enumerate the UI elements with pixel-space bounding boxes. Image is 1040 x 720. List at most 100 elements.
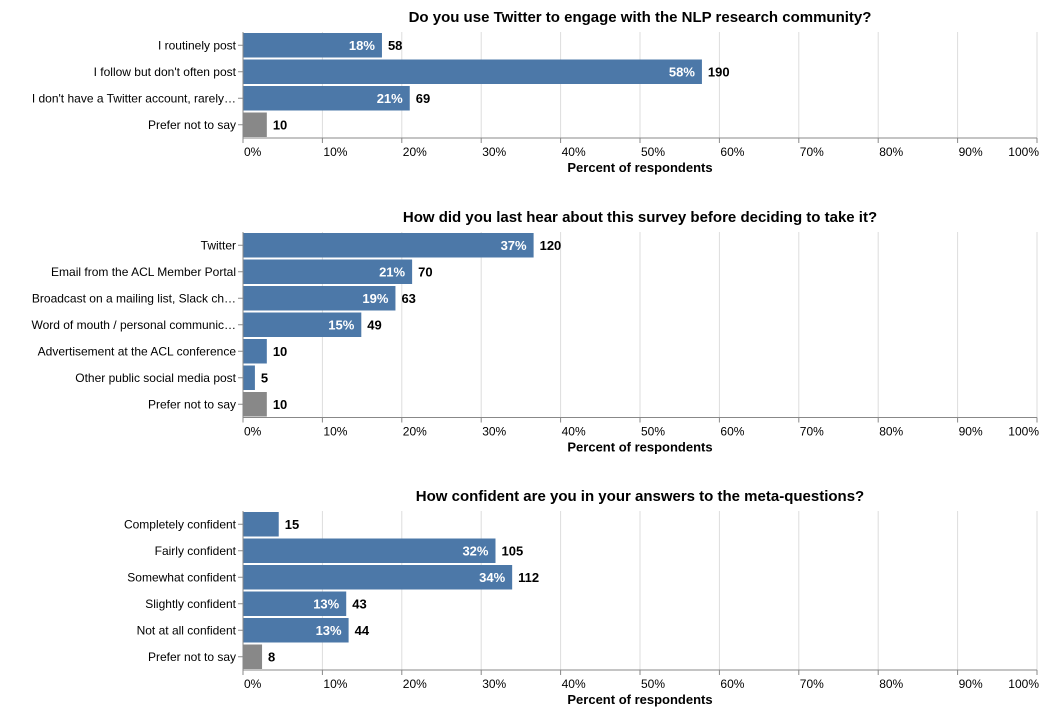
bar <box>243 591 347 616</box>
x-tick-label: 0% <box>244 145 262 159</box>
x-tick-label: 80% <box>879 145 903 159</box>
x-tick-label: 20% <box>403 677 427 691</box>
x-tick-label: 30% <box>482 677 506 691</box>
category-label: Advertisement at the ACL conference <box>38 344 237 358</box>
x-tick-label: 0% <box>244 677 262 691</box>
bar <box>243 33 382 58</box>
category-label: Slightly confident <box>145 597 236 611</box>
percent-label: 19% <box>362 291 388 306</box>
count-label: 69 <box>416 91 430 106</box>
x-tick-label: 40% <box>562 425 586 439</box>
bar <box>243 538 496 563</box>
bar <box>243 644 263 669</box>
x-tick-label: 100% <box>1008 425 1039 439</box>
x-tick-label: 100% <box>1008 677 1039 691</box>
bar <box>243 233 534 258</box>
x-tick-label: 50% <box>641 145 665 159</box>
category-label: I follow but don't often post <box>94 65 237 79</box>
count-label: 44 <box>355 623 370 638</box>
category-label: I routinely post <box>158 38 237 52</box>
count-label: 10 <box>273 397 287 412</box>
x-tick-label: 30% <box>482 145 506 159</box>
bar <box>243 339 267 364</box>
x-tick-label: 90% <box>959 145 983 159</box>
x-tick-label: 60% <box>720 425 744 439</box>
bar <box>243 112 267 137</box>
category-label: Completely confident <box>124 517 237 531</box>
count-label: 8 <box>268 649 275 664</box>
bar <box>243 618 349 643</box>
x-tick-label: 0% <box>244 425 262 439</box>
x-tick-label: 70% <box>800 677 824 691</box>
x-tick-label: 50% <box>641 677 665 691</box>
category-label: Email from the ACL Member Portal <box>51 265 236 279</box>
chart-2: How did you last hear about this survey … <box>31 209 1039 455</box>
chart-3: How confident are you in your answers to… <box>124 488 1039 707</box>
x-tick-label: 40% <box>562 145 586 159</box>
bar <box>243 59 702 84</box>
x-tick-label: 40% <box>562 677 586 691</box>
count-label: 10 <box>273 117 287 132</box>
x-tick-label: 70% <box>800 425 824 439</box>
percent-label: 21% <box>377 91 403 106</box>
x-tick-label: 80% <box>879 425 903 439</box>
x-tick-label: 10% <box>323 425 347 439</box>
x-tick-label: 90% <box>959 677 983 691</box>
category-label: Fairly confident <box>155 544 237 558</box>
count-label: 49 <box>367 317 381 332</box>
chart-title: How confident are you in your answers to… <box>416 488 864 505</box>
category-label: I don't have a Twitter account, rarely… <box>32 91 236 105</box>
bar <box>243 312 362 337</box>
percent-label: 18% <box>349 38 375 53</box>
x-tick-label: 80% <box>879 677 903 691</box>
category-label: Twitter <box>201 238 236 252</box>
count-label: 15 <box>285 517 299 532</box>
chart-1: Do you use Twitter to engage with the NL… <box>32 9 1039 175</box>
x-axis-title: Percent of respondents <box>567 160 712 175</box>
category-label: Broadcast on a mailing list, Slack ch… <box>32 291 236 305</box>
x-tick-label: 20% <box>403 425 427 439</box>
percent-label: 34% <box>479 570 505 585</box>
count-label: 112 <box>518 570 539 585</box>
percent-label: 13% <box>316 623 342 638</box>
count-label: 63 <box>401 291 415 306</box>
count-label: 58 <box>388 38 402 53</box>
x-tick-label: 70% <box>800 145 824 159</box>
category-label: Somewhat confident <box>127 570 236 584</box>
chart-title: How did you last hear about this survey … <box>403 209 877 226</box>
x-tick-label: 30% <box>482 425 506 439</box>
count-label: 10 <box>273 344 287 359</box>
category-label: Prefer not to say <box>148 397 236 411</box>
bar <box>243 392 267 417</box>
category-label: Prefer not to say <box>148 650 236 664</box>
percent-label: 15% <box>328 317 354 332</box>
count-label: 190 <box>708 64 730 79</box>
category-label: Not at all confident <box>137 623 237 637</box>
x-tick-label: 60% <box>720 677 744 691</box>
x-axis-title: Percent of respondents <box>567 440 712 455</box>
category-label: Other public social media post <box>75 371 236 385</box>
category-label: Prefer not to say <box>148 118 236 132</box>
chart-title: Do you use Twitter to engage with the NL… <box>409 9 872 26</box>
percent-label: 58% <box>669 64 695 79</box>
x-tick-label: 50% <box>641 425 665 439</box>
count-label: 70 <box>418 264 432 279</box>
count-label: 5 <box>261 370 268 385</box>
bar <box>243 259 413 284</box>
percent-label: 37% <box>501 238 527 253</box>
bar <box>243 565 513 590</box>
category-label: Word of mouth / personal communic… <box>31 318 236 332</box>
bar <box>243 512 279 537</box>
x-tick-label: 20% <box>403 145 427 159</box>
x-axis-title: Percent of respondents <box>567 692 712 707</box>
percent-label: 32% <box>462 543 488 558</box>
bar <box>243 365 255 390</box>
x-tick-label: 90% <box>959 425 983 439</box>
percent-label: 21% <box>379 264 405 279</box>
x-tick-label: 60% <box>720 145 744 159</box>
x-tick-label: 100% <box>1008 145 1039 159</box>
x-tick-label: 10% <box>323 677 347 691</box>
percent-label: 13% <box>313 596 339 611</box>
